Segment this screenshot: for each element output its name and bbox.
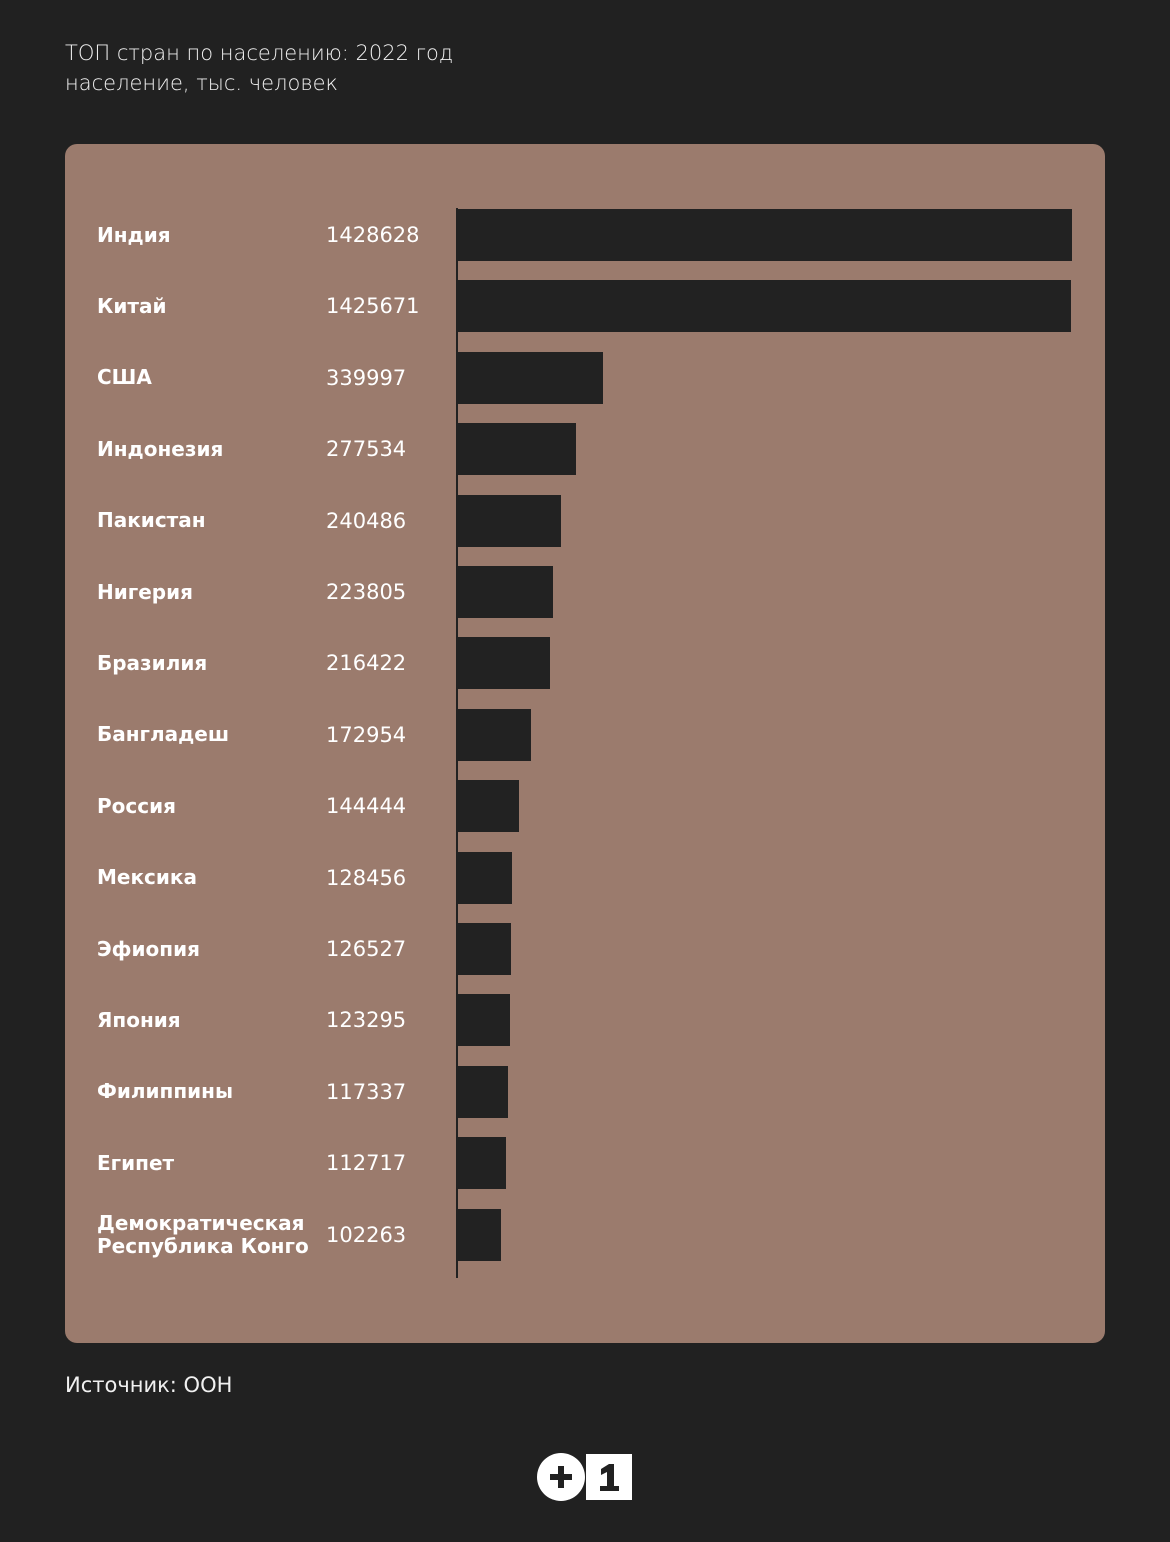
bar-row: Индия 1428628 (65, 209, 1105, 261)
value-label: 339997 (326, 365, 407, 390)
chart-title-block: ТОП стран по населению: 2022 год населен… (65, 38, 453, 98)
bar-row: Япония 123295 (65, 994, 1105, 1047)
bar-row: Демократическая Республика Конго 102263 (65, 1208, 1105, 1261)
value-label: 144444 (326, 794, 407, 819)
category-label: Демократическая Республика Конго (97, 1210, 309, 1258)
category-label: Нигерия (97, 579, 193, 604)
bar-row: Россия 144444 (65, 780, 1105, 833)
chart-panel: Индия 1428628 Китай 1425671 США 339997 Индонез… (65, 144, 1105, 1343)
value-label: 240486 (326, 508, 407, 533)
bar-row: Бразилия 216422 (65, 637, 1105, 690)
category-label: Египет (97, 1150, 175, 1175)
value-label: 223805 (326, 580, 407, 604)
category-label: Индия (97, 222, 171, 247)
bar-row: Индонезия 277534 (65, 423, 1105, 476)
bar (457, 566, 554, 618)
value-label: 277534 (326, 437, 407, 462)
category-label: Эфиопия (97, 936, 200, 961)
bar (457, 780, 520, 833)
category-label: Пакистан (97, 508, 206, 533)
bar-row: Нигерия 223805 (65, 566, 1105, 618)
bar (457, 994, 511, 1047)
category-label: Мексика (97, 865, 197, 890)
value-label: 216422 (326, 651, 407, 676)
value-label: 128456 (326, 865, 407, 890)
bar (457, 494, 561, 547)
category-label: Китай (97, 293, 167, 318)
bar-row: Эфиопия 126527 (65, 923, 1105, 975)
bar-row: Бангладеш 172954 (65, 708, 1105, 761)
bar-row: США 339997 (65, 351, 1105, 404)
bar (457, 923, 512, 975)
bar (457, 637, 551, 690)
bar (457, 209, 1072, 261)
bar (457, 1065, 508, 1118)
category-label: Филиппины (97, 1079, 234, 1104)
category-label: Япония (97, 1007, 181, 1032)
chart-subtitle: население, тыс. человек (65, 71, 339, 95)
category-label: Бразилия (97, 650, 208, 675)
bar (457, 280, 1071, 333)
category-label: США (97, 365, 152, 390)
bar (457, 851, 513, 904)
bar (457, 351, 604, 404)
category-label: Бангладеш (97, 722, 230, 747)
source-note: Источник: ООН (65, 1373, 233, 1397)
bar (457, 423, 577, 476)
bar (457, 708, 532, 761)
chart-title: ТОП стран по населению: 2022 год (65, 41, 454, 65)
value-label: 1425671 (326, 294, 420, 319)
value-label: 1428628 (326, 223, 420, 247)
value-label: 112717 (326, 1151, 407, 1176)
plus-one-logo-icon (537, 1453, 632, 1501)
bar-row: Египет 112717 (65, 1137, 1105, 1190)
bar-row: Пакистан 240486 (65, 494, 1105, 547)
value-label: 172954 (326, 722, 407, 747)
bar-row: Мексика 128456 (65, 851, 1105, 904)
bar-row: Китай 1425671 (65, 280, 1105, 333)
category-label: Россия (97, 793, 176, 818)
category-label: Индонезия (97, 436, 224, 461)
value-label: 123295 (326, 1008, 407, 1033)
bar-row: Филиппины 117337 (65, 1065, 1105, 1118)
value-label: 102263 (326, 1222, 407, 1247)
bar (457, 1208, 502, 1261)
bar (457, 1137, 506, 1190)
y-axis-line (456, 208, 458, 1278)
value-label: 117337 (326, 1079, 407, 1104)
value-label: 126527 (326, 937, 407, 961)
